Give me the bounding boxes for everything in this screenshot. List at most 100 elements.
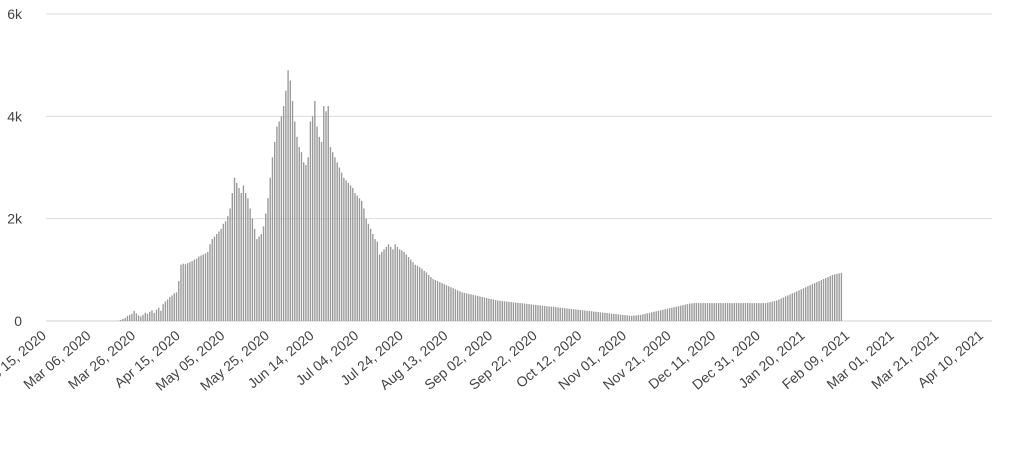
bar xyxy=(675,306,677,321)
bar xyxy=(452,288,454,321)
bar xyxy=(771,301,773,321)
bar xyxy=(140,316,142,321)
bar xyxy=(262,226,265,321)
bar xyxy=(358,198,361,321)
bar xyxy=(445,285,448,321)
bar xyxy=(378,254,381,321)
bar xyxy=(209,244,211,321)
bar xyxy=(822,279,825,321)
bar xyxy=(715,303,718,321)
y-tick-label: 0 xyxy=(14,313,22,329)
bar xyxy=(218,231,220,321)
bar xyxy=(461,292,463,321)
bar xyxy=(367,223,370,321)
bar xyxy=(164,301,167,321)
bar xyxy=(485,297,488,321)
bar xyxy=(749,303,751,321)
bar xyxy=(720,303,722,321)
bar xyxy=(155,309,158,321)
bar xyxy=(423,270,425,321)
bar xyxy=(133,310,135,321)
bar xyxy=(336,162,338,321)
bar xyxy=(709,303,711,321)
bar xyxy=(577,309,579,321)
bar xyxy=(474,295,477,321)
bar xyxy=(807,286,809,321)
bar xyxy=(483,297,486,321)
bar xyxy=(519,303,521,321)
bar xyxy=(767,302,769,321)
bar xyxy=(769,302,771,321)
bar xyxy=(628,315,631,321)
bar xyxy=(456,290,459,321)
bar xyxy=(579,310,582,321)
bar xyxy=(691,303,693,321)
bar xyxy=(802,288,805,321)
bar xyxy=(220,228,222,321)
bar xyxy=(189,262,191,321)
bar xyxy=(280,116,283,321)
bar xyxy=(729,303,731,321)
bar xyxy=(173,293,175,321)
bar xyxy=(231,193,233,321)
bar xyxy=(171,295,173,321)
bar xyxy=(555,307,557,321)
bar xyxy=(160,310,162,321)
bar xyxy=(552,306,555,321)
bar xyxy=(349,185,352,321)
bar xyxy=(490,299,492,321)
bar xyxy=(463,292,466,321)
bar xyxy=(537,305,539,321)
bar xyxy=(365,218,367,321)
bar xyxy=(296,136,298,321)
bar xyxy=(314,100,316,321)
bar xyxy=(454,289,457,321)
bar xyxy=(811,284,814,321)
bar xyxy=(838,273,840,321)
bar xyxy=(526,303,528,321)
bar xyxy=(606,313,608,321)
bar xyxy=(682,305,684,321)
bar xyxy=(135,313,138,321)
bar xyxy=(805,287,807,321)
bar xyxy=(347,182,350,321)
bar xyxy=(126,315,129,321)
bar xyxy=(726,303,729,321)
bar xyxy=(492,299,495,321)
bar xyxy=(568,308,570,321)
bar xyxy=(144,312,146,321)
bar xyxy=(593,311,595,321)
bar xyxy=(410,259,412,321)
bar xyxy=(481,296,483,321)
bar xyxy=(599,312,602,321)
bar xyxy=(713,303,715,321)
bar xyxy=(278,121,280,321)
bar xyxy=(316,126,318,321)
bar xyxy=(251,218,254,321)
bar xyxy=(414,264,416,321)
bar xyxy=(240,193,242,321)
bar xyxy=(642,314,644,321)
bar xyxy=(390,246,392,321)
bar xyxy=(198,256,200,321)
bar xyxy=(434,280,437,321)
bar xyxy=(450,287,452,321)
bar xyxy=(427,274,430,321)
bar xyxy=(238,187,240,321)
bar xyxy=(744,303,747,321)
bar xyxy=(566,308,568,321)
bar xyxy=(753,303,756,321)
bar xyxy=(385,246,387,321)
bar xyxy=(470,294,472,321)
bar xyxy=(543,305,546,321)
bar xyxy=(541,305,544,321)
bar xyxy=(242,185,245,321)
bar xyxy=(693,303,695,321)
bar xyxy=(840,272,843,321)
bar xyxy=(624,315,626,321)
bar xyxy=(648,312,651,321)
bar xyxy=(539,305,541,321)
bar xyxy=(124,317,126,321)
bar xyxy=(407,257,410,321)
